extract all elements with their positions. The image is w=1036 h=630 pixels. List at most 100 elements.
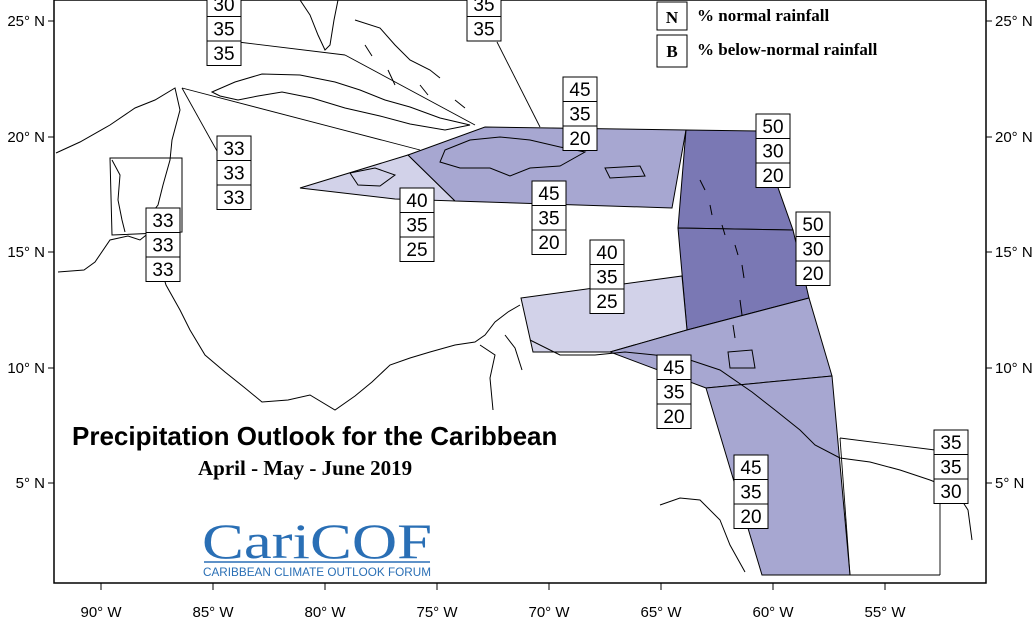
forecast-value: 30 bbox=[802, 240, 823, 261]
forecast-value: 45 bbox=[663, 358, 684, 379]
lon-label: 90° W bbox=[80, 604, 122, 621]
forecast-box-trinidad-tobago: 45 35 20 bbox=[656, 354, 692, 429]
forecast-cell bbox=[399, 236, 435, 262]
caricof-logo: CariCOF CARIBBEAN CLIMATE OUTLOOK FORUM bbox=[202, 513, 432, 579]
forecast-cell bbox=[656, 403, 692, 429]
forecast-value: 30 bbox=[213, 0, 234, 16]
coast-south-america bbox=[479, 334, 973, 573]
coast-florida bbox=[299, 0, 339, 51]
forecast-cell bbox=[733, 503, 769, 529]
forecast-box-suriname-french-guiana: 35 35 30 bbox=[933, 429, 969, 504]
forecast-cell bbox=[589, 264, 625, 290]
forecast-value: 35 bbox=[213, 20, 234, 41]
forecast-cell bbox=[755, 138, 791, 164]
forecast-value: 20 bbox=[762, 166, 783, 187]
forecast-cell bbox=[562, 125, 598, 151]
lat-label-left: 15° N bbox=[7, 244, 45, 261]
legend-n-label: % normal rainfall bbox=[697, 6, 829, 25]
forecast-value: 25 bbox=[406, 240, 427, 261]
lon-label: 75° W bbox=[416, 604, 458, 621]
lat-label-right: 15° N bbox=[995, 244, 1033, 261]
forecast-cell bbox=[795, 260, 831, 286]
forecast-cell bbox=[933, 478, 969, 504]
coast-yucatan bbox=[111, 159, 126, 233]
forecast-value: 20 bbox=[740, 507, 761, 528]
latitude-labels: 25° N 25° N 20° N 20° N 15° N 15° N 10° N 10° N… bbox=[7, 13, 1032, 492]
coast-puerto-rico bbox=[604, 165, 646, 179]
forecast-cell bbox=[145, 256, 181, 282]
lon-label: 70° W bbox=[528, 604, 570, 621]
legend-n-key: N bbox=[666, 8, 679, 27]
coast-cuba bbox=[210, 73, 471, 131]
forecast-value: 30 bbox=[940, 482, 961, 503]
forecast-cell bbox=[589, 288, 625, 314]
forecast-cell bbox=[145, 207, 181, 233]
forecast-box-leeward-islands: 50 30 20 bbox=[755, 113, 791, 188]
forecast-box-belize: 33 33 33 bbox=[145, 207, 181, 282]
lat-label-right: 10° N bbox=[995, 360, 1033, 377]
forecast-value: 35 bbox=[538, 209, 559, 230]
coastlines bbox=[55, 0, 973, 573]
forecast-cell bbox=[399, 212, 435, 238]
forecast-cell bbox=[755, 162, 791, 188]
forecast-cell bbox=[216, 135, 252, 161]
forecast-box-jamaica: 40 35 25 bbox=[399, 187, 435, 262]
forecast-value: 33 bbox=[223, 139, 244, 160]
forecast-cell bbox=[589, 239, 625, 265]
forecast-value: 20 bbox=[663, 407, 684, 428]
forecast-box-bahamas-northwest: 30 35 35 bbox=[206, 0, 242, 66]
forecast-cell bbox=[733, 454, 769, 480]
forecast-value: 33 bbox=[152, 236, 173, 257]
forecast-cell bbox=[206, 40, 242, 66]
coast-mexico-central-america bbox=[55, 87, 521, 411]
lon-label: 60° W bbox=[752, 604, 794, 621]
forecast-value: 35 bbox=[406, 216, 427, 237]
forecast-cell bbox=[656, 354, 692, 380]
legend-b-label: % below-normal rainfall bbox=[697, 40, 878, 59]
forecast-cell bbox=[933, 454, 969, 480]
legend-n-key-box bbox=[656, 1, 688, 31]
legend-b-key: B bbox=[666, 42, 677, 61]
lon-label: 80° W bbox=[304, 604, 346, 621]
lat-label-left: 10° N bbox=[7, 360, 45, 377]
coast-lesser-antilles bbox=[699, 179, 745, 339]
forecast-value: 25 bbox=[596, 292, 617, 313]
legend-b-key-box bbox=[656, 34, 688, 68]
forecast-value: 35 bbox=[940, 433, 961, 454]
lon-label: 55° W bbox=[864, 604, 906, 621]
forecast-box-cuba: 33 33 33 bbox=[216, 135, 252, 210]
forecast-box-windward-islands: 50 30 20 bbox=[795, 211, 831, 286]
coast-bahamas bbox=[354, 19, 466, 109]
lat-label-left: 5° N bbox=[16, 475, 45, 492]
forecast-value: 45 bbox=[740, 458, 761, 479]
forecast-box-guyana: 45 35 20 bbox=[733, 454, 769, 529]
forecast-value: 35 bbox=[596, 268, 617, 289]
forecast-cell bbox=[145, 232, 181, 258]
lon-label: 85° W bbox=[192, 604, 234, 621]
forecast-value: 40 bbox=[406, 191, 427, 212]
forecast-value: 30 bbox=[762, 142, 783, 163]
longitude-labels: 90° W 85° W 80° W 75° W 70° W 65° W 60° W 55° W bbox=[80, 583, 906, 621]
forecast-value: 50 bbox=[802, 215, 823, 236]
lon-label: 65° W bbox=[640, 604, 682, 621]
forecast-value: 33 bbox=[152, 211, 173, 232]
coast-hispaniola bbox=[439, 136, 587, 177]
forecast-value: 35 bbox=[740, 483, 761, 504]
forecast-cell bbox=[206, 16, 242, 42]
lat-label-right: 5° N bbox=[995, 475, 1024, 492]
map-subtitle: April - May - June 2019 bbox=[198, 456, 412, 480]
forecast-value: 20 bbox=[802, 264, 823, 285]
forecast-cell bbox=[531, 229, 567, 255]
forecast-value: 35 bbox=[569, 105, 590, 126]
forecast-value: 45 bbox=[538, 184, 559, 205]
forecast-cell bbox=[399, 187, 435, 213]
forecast-box-abc-islands: 40 35 25 bbox=[589, 239, 625, 314]
forecast-cell bbox=[795, 236, 831, 262]
lat-label-left: 20° N bbox=[7, 129, 45, 146]
forecast-value: 20 bbox=[569, 129, 590, 150]
lat-label-left: 25° N bbox=[7, 13, 45, 30]
forecast-value: 33 bbox=[223, 164, 244, 185]
forecast-box-south-hispaniola: 45 35 20 bbox=[531, 180, 567, 255]
forecast-value: 35 bbox=[663, 383, 684, 404]
